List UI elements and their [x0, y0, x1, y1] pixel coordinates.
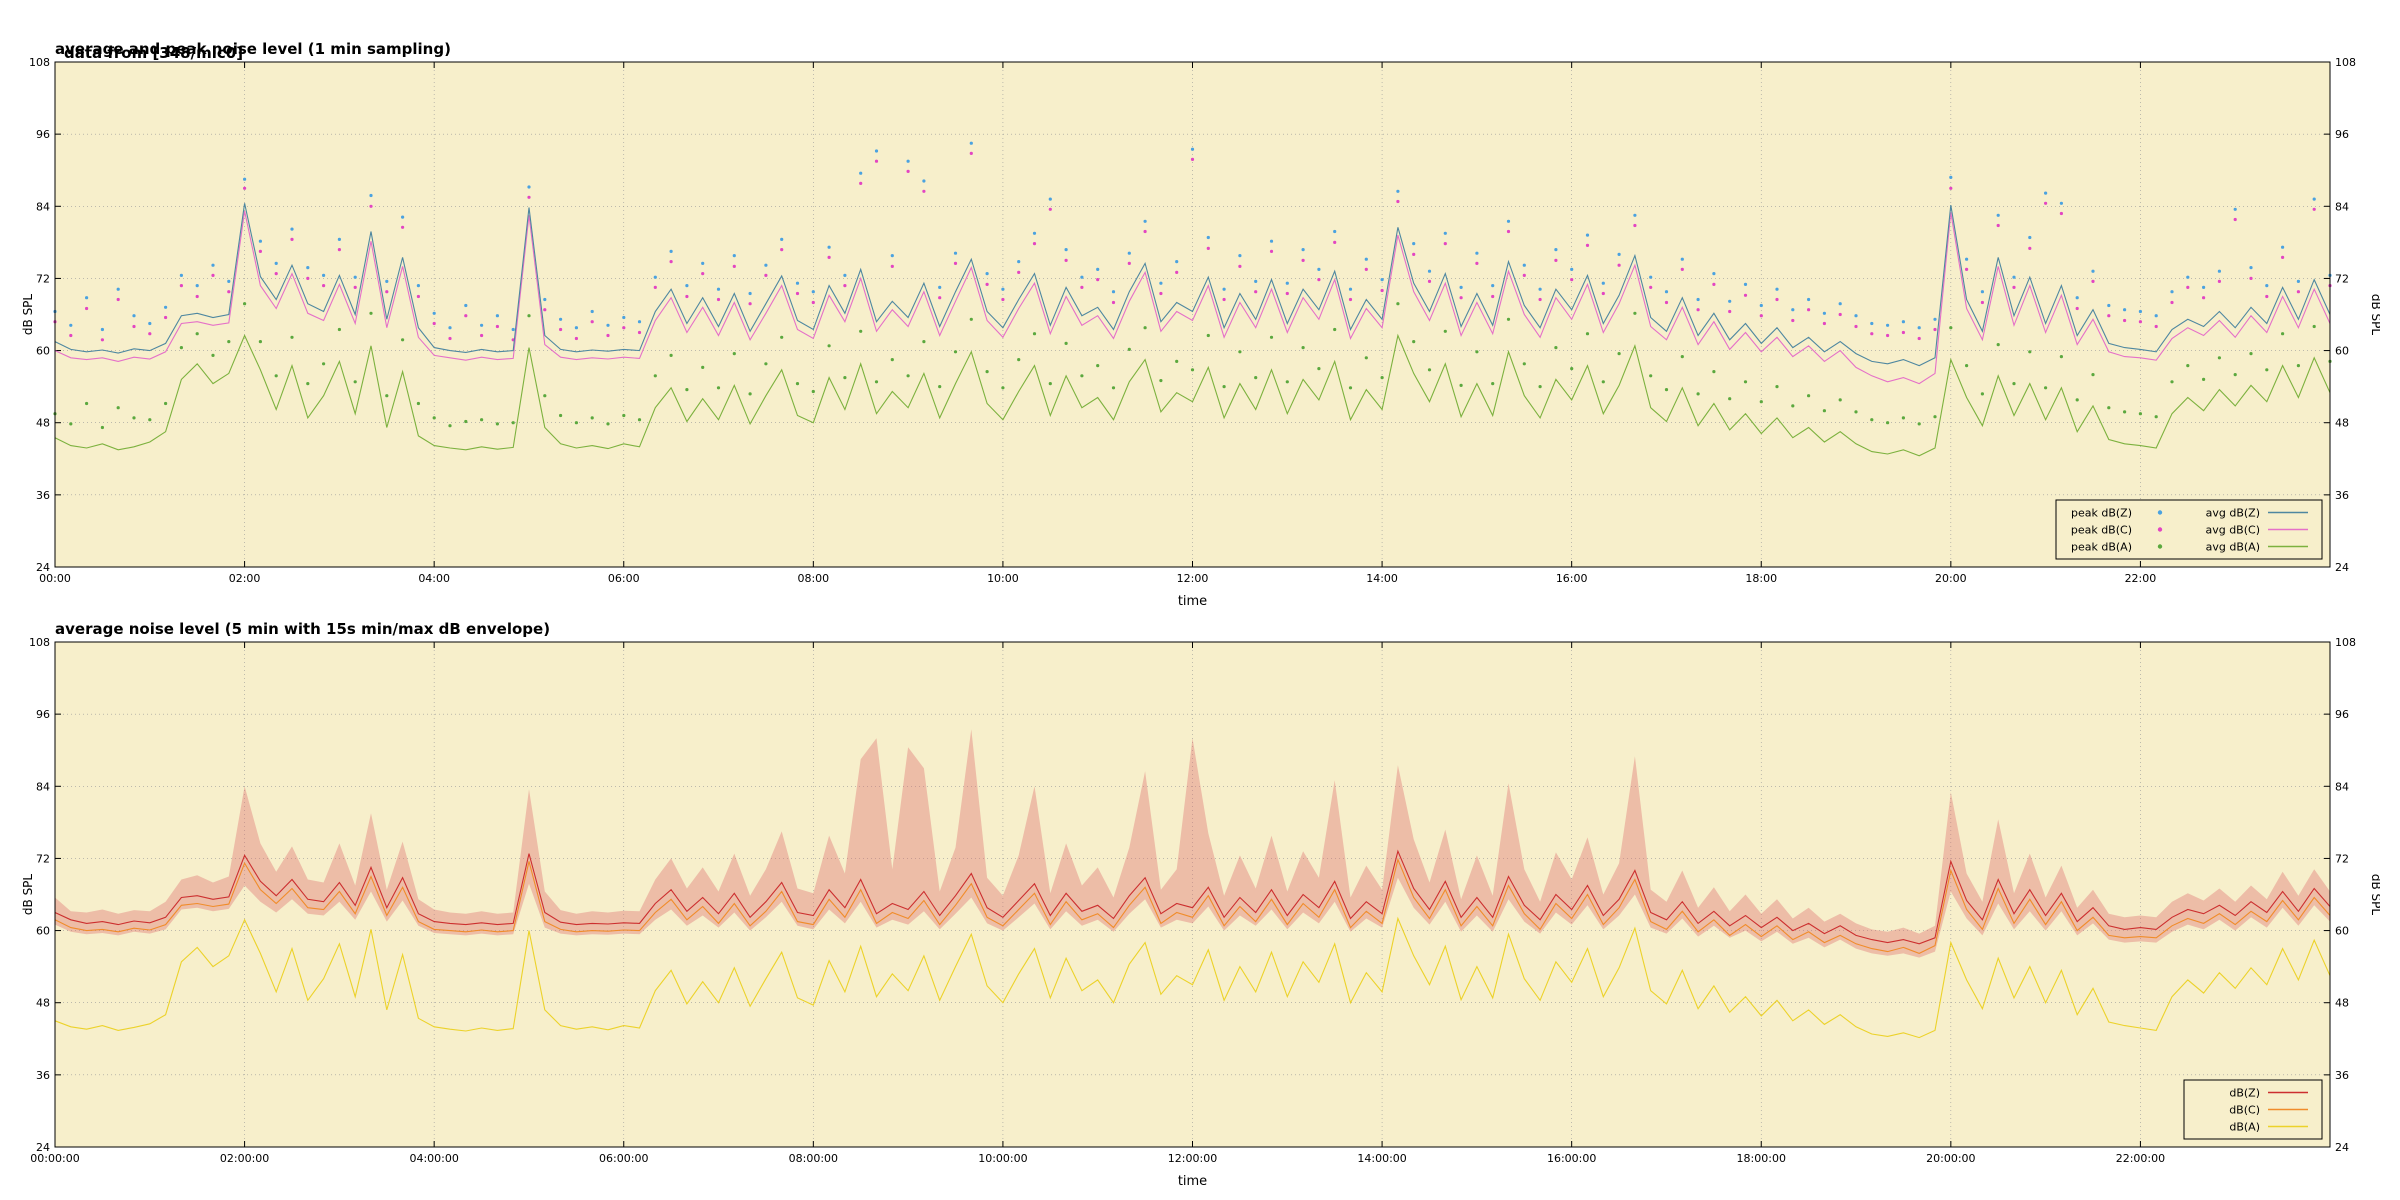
svg-text:60: 60: [2335, 345, 2349, 358]
svg-text:72: 72: [36, 272, 50, 285]
svg-text:peak dB(A): peak dB(A): [2071, 541, 2132, 554]
svg-text:dB(A): dB(A): [2229, 1121, 2260, 1134]
svg-text:22:00:00: 22:00:00: [2116, 1152, 2165, 1165]
svg-text:dB(Z): dB(Z): [2229, 1087, 2260, 1100]
svg-text:peak dB(Z): peak dB(Z): [2071, 507, 2132, 520]
svg-text:average and peak noise level (: average and peak noise level (1 min samp…: [55, 40, 451, 58]
header-data-source: data from [348/mic0]: [64, 44, 244, 62]
svg-text:18:00:00: 18:00:00: [1737, 1152, 1786, 1165]
svg-text:72: 72: [2335, 852, 2349, 865]
svg-text:00:00: 00:00: [39, 572, 71, 585]
svg-text:84: 84: [2335, 780, 2349, 793]
svg-text:48: 48: [2335, 997, 2349, 1010]
svg-text:dB(C): dB(C): [2229, 1104, 2260, 1117]
svg-text:96: 96: [2335, 708, 2349, 721]
svg-text:108: 108: [29, 636, 50, 649]
svg-text:14:00:00: 14:00:00: [1357, 1152, 1406, 1165]
svg-text:36: 36: [36, 489, 50, 502]
svg-text:08:00: 08:00: [797, 572, 829, 585]
svg-text:96: 96: [36, 708, 50, 721]
chart-average-noise-5min-envelope: 24 24 36 36 48 48 60 60 72 72 84 84 96 96 108 108 00:00:…: [21, 620, 2380, 1189]
svg-text:72: 72: [36, 852, 50, 865]
svg-text:time: time: [1178, 1174, 1207, 1189]
svg-text:average noise level (5 min wit: average noise level (5 min with 15s min/…: [55, 620, 550, 638]
svg-text:dB SPL: dB SPL: [2369, 294, 2380, 336]
svg-text:60: 60: [2335, 925, 2349, 938]
svg-text:72: 72: [2335, 272, 2349, 285]
svg-text:24: 24: [36, 1141, 50, 1154]
svg-text:02:00:00: 02:00:00: [220, 1152, 269, 1165]
svg-text:36: 36: [36, 1069, 50, 1082]
svg-text:48: 48: [2335, 417, 2349, 430]
chart-average-peak-noise-1min: 24 24 36 36 48 48 60 60 72 72 84 84 96 96 108 108 00:00 0…: [21, 40, 2380, 609]
svg-text:36: 36: [2335, 489, 2349, 502]
svg-text:16:00:00: 16:00:00: [1547, 1152, 1596, 1165]
svg-text:20:00:00: 20:00:00: [1926, 1152, 1975, 1165]
svg-text:dB SPL: dB SPL: [21, 294, 35, 336]
svg-text:time: time: [1178, 594, 1207, 609]
svg-text:96: 96: [36, 128, 50, 141]
svg-text:24: 24: [36, 561, 50, 574]
svg-text:06:00:00: 06:00:00: [599, 1152, 648, 1165]
svg-text:12:00: 12:00: [1177, 572, 1209, 585]
svg-text:04:00:00: 04:00:00: [409, 1152, 458, 1165]
svg-text:108: 108: [29, 56, 50, 69]
svg-text:08:00:00: 08:00:00: [789, 1152, 838, 1165]
svg-text:60: 60: [36, 345, 50, 358]
svg-text:84: 84: [36, 780, 50, 793]
svg-text:36: 36: [2335, 1069, 2349, 1082]
svg-text:14:00: 14:00: [1366, 572, 1398, 585]
svg-text:avg dB(A): avg dB(A): [2206, 541, 2260, 554]
svg-text:06:00: 06:00: [608, 572, 640, 585]
svg-text:avg dB(C): avg dB(C): [2205, 524, 2260, 537]
svg-text:84: 84: [36, 200, 50, 213]
svg-text:dB SPL: dB SPL: [2369, 874, 2380, 916]
svg-text:peak dB(C): peak dB(C): [2071, 524, 2132, 537]
svg-text:96: 96: [2335, 128, 2349, 141]
svg-text:18:00: 18:00: [1745, 572, 1777, 585]
svg-text:108: 108: [2335, 636, 2356, 649]
svg-text:20:00: 20:00: [1935, 572, 1967, 585]
svg-text:04:00: 04:00: [418, 572, 450, 585]
svg-text:24: 24: [2335, 561, 2349, 574]
svg-text:02:00: 02:00: [229, 572, 261, 585]
svg-text:10:00: 10:00: [987, 572, 1019, 585]
svg-text:avg dB(Z): avg dB(Z): [2206, 507, 2260, 520]
svg-text:22:00: 22:00: [2125, 572, 2157, 585]
svg-text:48: 48: [36, 417, 50, 430]
svg-text:16:00: 16:00: [1556, 572, 1588, 585]
svg-text:00:00:00: 00:00:00: [30, 1152, 79, 1165]
svg-text:108: 108: [2335, 56, 2356, 69]
svg-text:60: 60: [36, 925, 50, 938]
svg-text:12:00:00: 12:00:00: [1168, 1152, 1217, 1165]
svg-text:24: 24: [2335, 1141, 2349, 1154]
svg-text:dB SPL: dB SPL: [21, 874, 35, 916]
svg-text:84: 84: [2335, 200, 2349, 213]
svg-text:10:00:00: 10:00:00: [978, 1152, 1027, 1165]
svg-text:48: 48: [36, 997, 50, 1010]
